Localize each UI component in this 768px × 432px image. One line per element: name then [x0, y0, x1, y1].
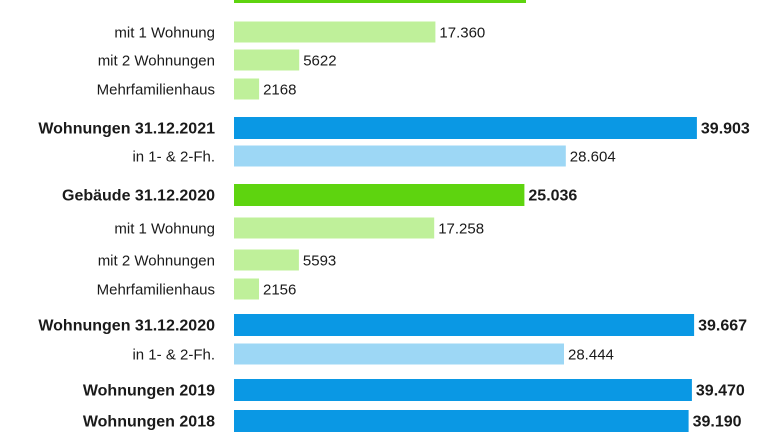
bar-6 [234, 184, 525, 206]
category-label-4: Wohnungen 31.12.2021 [38, 121, 215, 138]
value-label-2: 5622 [303, 53, 336, 70]
category-label-8: mit 2 Wohnungen [98, 253, 215, 270]
bar-8 [234, 249, 299, 271]
category-label-13: Wohnungen 2018 [83, 414, 215, 431]
category-label-0: Gebäude 31.12.2021 [62, 0, 215, 2]
bar-11 [234, 343, 564, 365]
bar-9 [234, 278, 259, 300]
bar-3 [234, 78, 260, 100]
bar-12 [234, 379, 692, 401]
value-label-10: 39.667 [698, 318, 747, 335]
value-label-0: 25.175 [530, 0, 579, 2]
category-label-1: mit 1 Wohnung [114, 25, 215, 42]
category-label-10: Wohnungen 31.12.2020 [38, 318, 215, 335]
category-label-2: mit 2 Wohnungen [98, 53, 215, 70]
bar-2 [234, 49, 300, 71]
category-label-9: Mehrfamilienhaus [97, 282, 215, 299]
category-label-5: in 1- & 2-Fh. [132, 149, 215, 166]
bar-1 [234, 21, 436, 43]
value-label-7: 17.258 [438, 221, 484, 238]
category-label-6: Gebäude 31.12.2020 [62, 188, 215, 205]
bar-13 [234, 410, 689, 432]
category-label-7: mit 1 Wohnung [114, 221, 215, 238]
value-label-11: 28.444 [568, 347, 614, 364]
bar-0 [234, 0, 526, 3]
bar-7 [234, 217, 435, 239]
value-label-3: 2168 [263, 82, 296, 99]
value-label-6: 25.036 [528, 188, 577, 205]
value-label-9: 2156 [263, 282, 296, 299]
value-label-12: 39.470 [696, 383, 745, 400]
bar-10 [234, 314, 695, 336]
value-label-5: 28.604 [570, 149, 616, 166]
bar-4 [234, 117, 697, 139]
value-label-4: 39.903 [701, 121, 750, 138]
category-label-12: Wohnungen 2019 [83, 383, 215, 400]
bar-5 [234, 145, 566, 167]
value-label-1: 17.360 [439, 25, 485, 42]
value-label-13: 39.190 [693, 414, 742, 431]
category-label-11: in 1- & 2-Fh. [132, 347, 215, 364]
value-label-8: 5593 [303, 253, 336, 270]
chart-rows: Gebäude 31.12.2021 25.175 mit 1 Wohnung 17.… [38, 0, 750, 432]
category-label-3: Mehrfamilienhaus [97, 82, 215, 99]
